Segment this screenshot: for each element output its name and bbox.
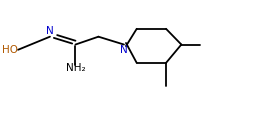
Text: HO: HO: [2, 45, 18, 55]
Text: N: N: [120, 45, 127, 55]
Text: NH₂: NH₂: [66, 63, 85, 73]
Text: N: N: [46, 26, 54, 36]
